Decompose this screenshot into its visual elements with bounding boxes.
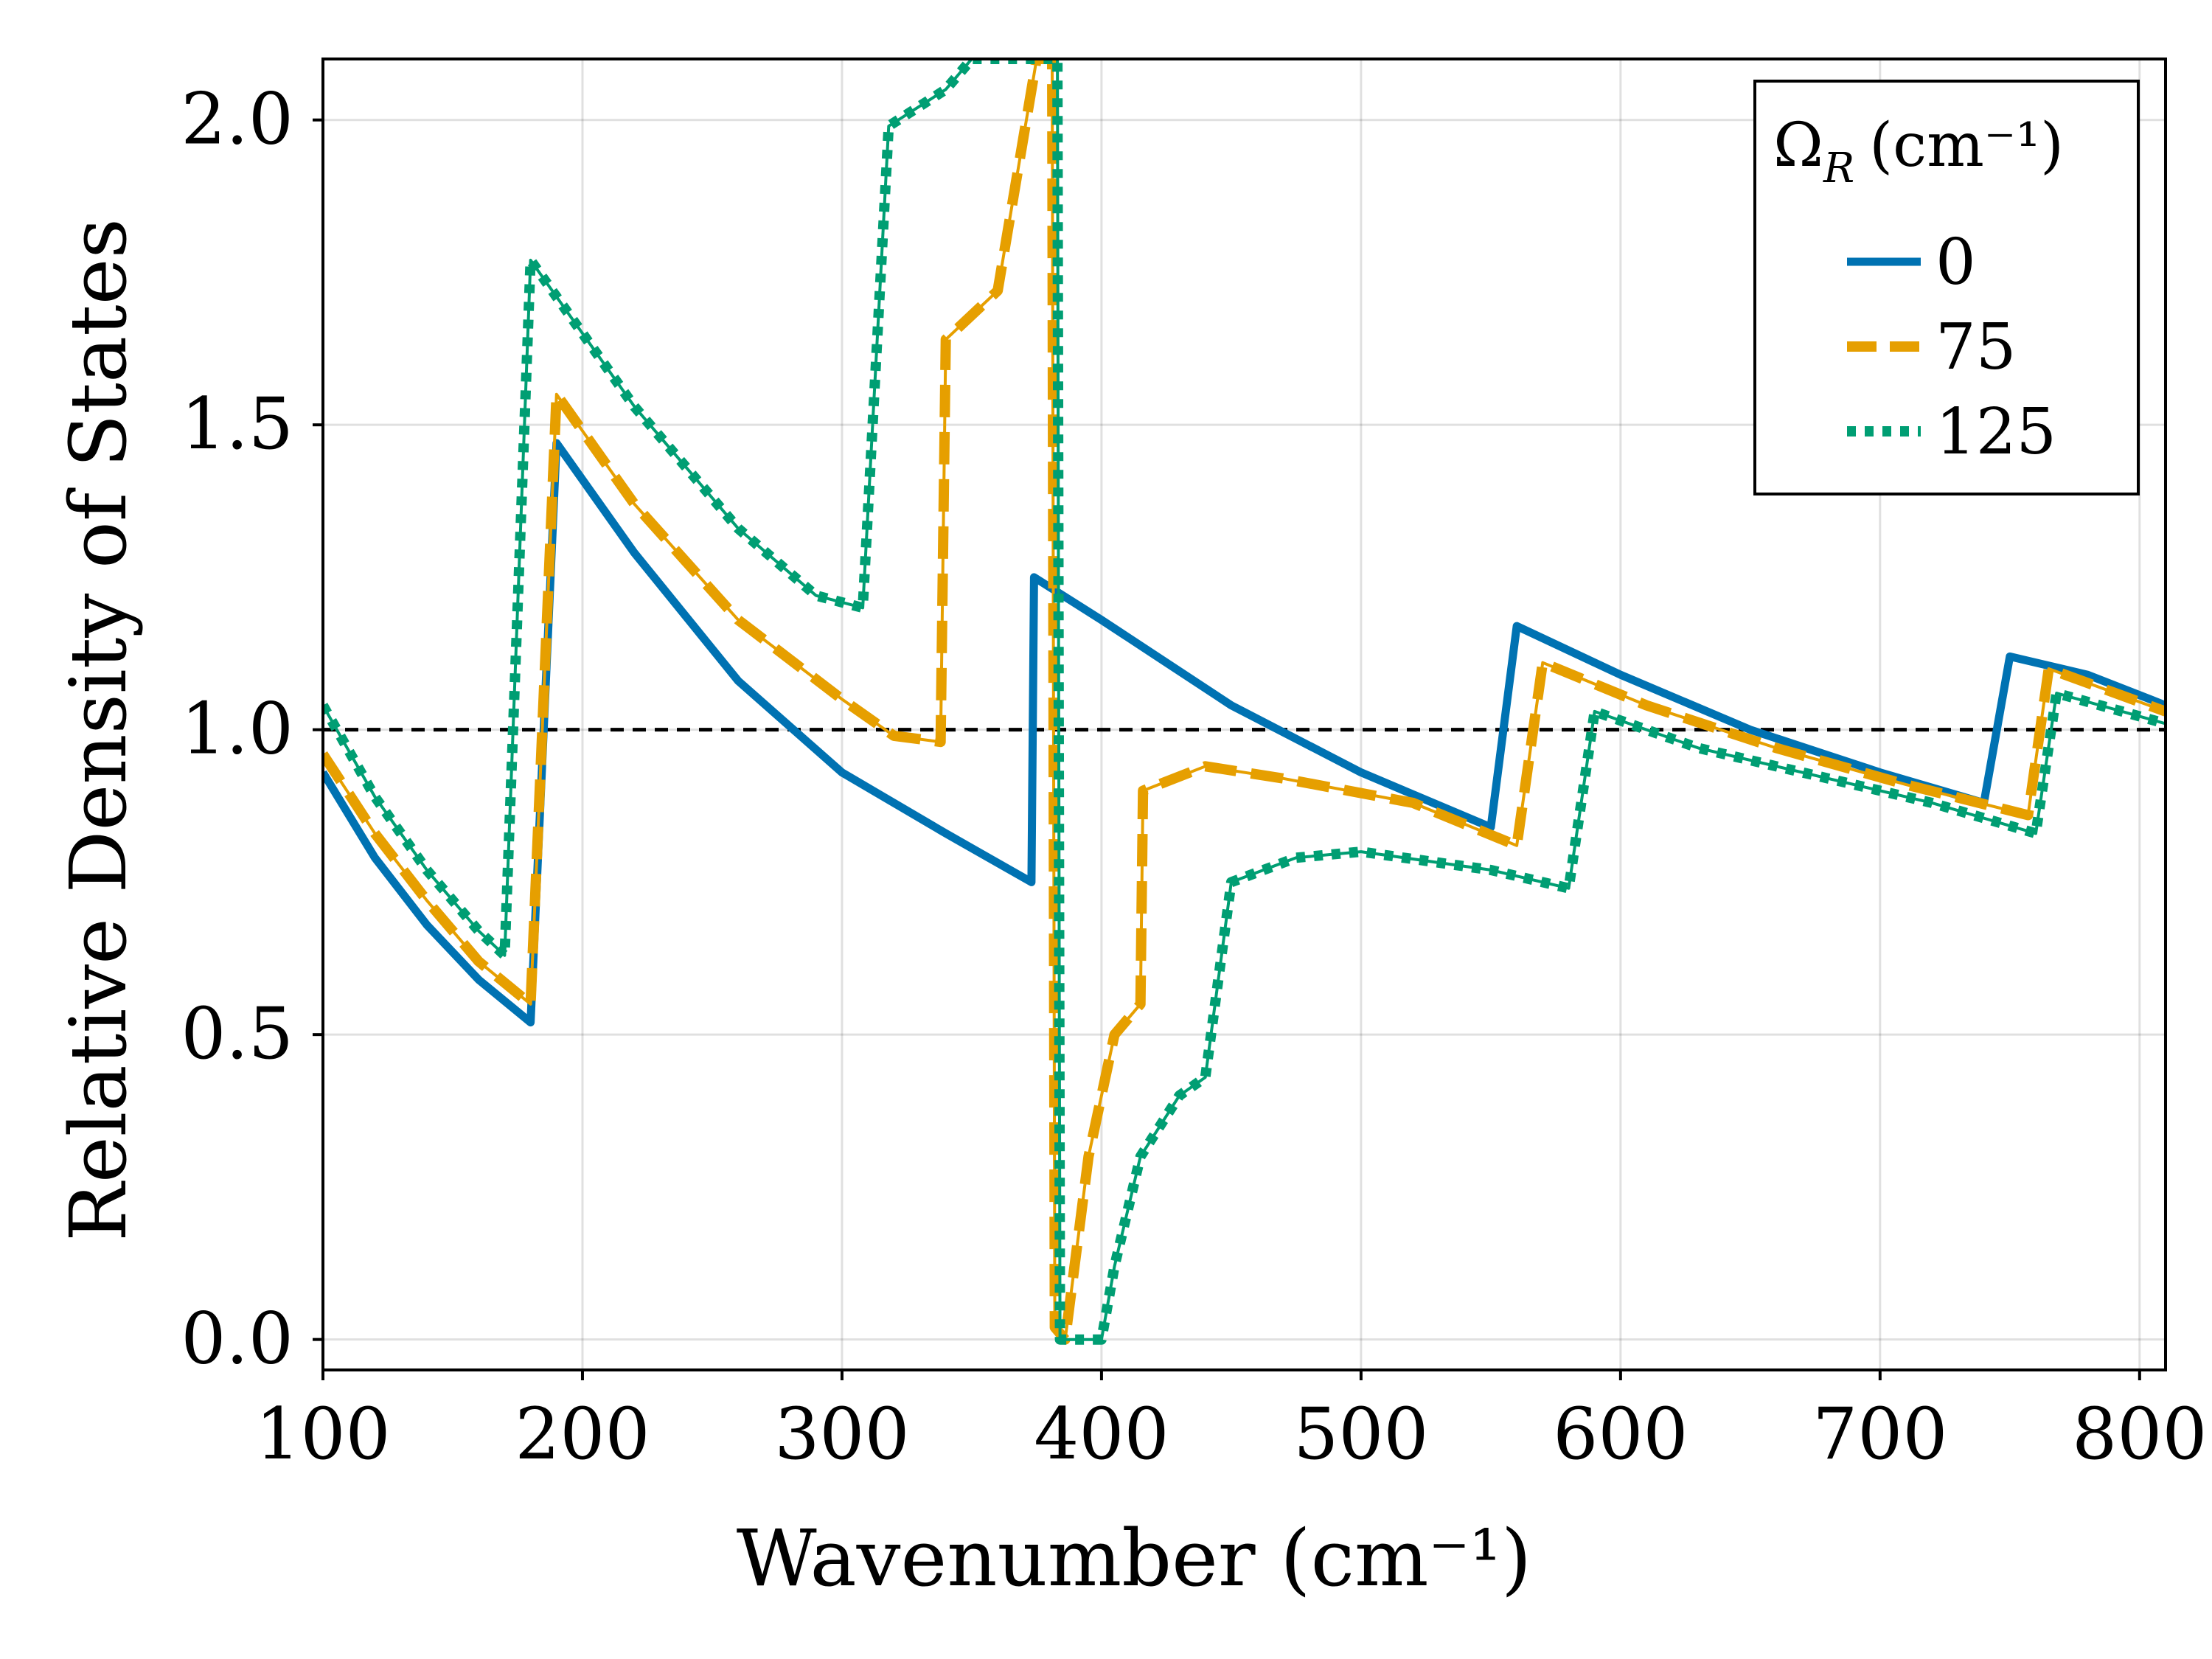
legend-label-0: 0	[1935, 226, 1976, 299]
y-tick-label: 0.0	[181, 1298, 293, 1380]
series-group	[323, 59, 2166, 1345]
x-tick-label: 600	[1553, 1393, 1688, 1475]
y-axis-title: Relative Density of States	[53, 218, 144, 1242]
legend-title: ΩR (cm⁻¹)	[1773, 111, 2064, 192]
x-tick-label: 200	[515, 1393, 650, 1475]
x-tick-label: 300	[774, 1393, 909, 1475]
axis-tick-labels: 100 200 300 400 500 600 700 800 0.0 0.5 1.0 1.5 2.0	[181, 78, 2207, 1475]
legend-label-125: 125	[1935, 395, 2056, 469]
legend-title-unit: (cm⁻¹)	[1869, 111, 2064, 181]
plot-frame	[321, 58, 2167, 1371]
x-tick-label: 800	[2072, 1393, 2207, 1475]
y-tick-label: 0.5	[181, 992, 293, 1075]
x-tick-label: 700	[1812, 1393, 1947, 1475]
y-tick-label: 1.0	[181, 688, 293, 771]
x-tick-label: 100	[255, 1393, 390, 1475]
legend: ΩR (cm⁻¹) 0 75 125	[1753, 80, 2140, 495]
y-tick-label: 1.5	[181, 383, 293, 465]
axis-ticks	[313, 118, 2141, 1380]
series-line-125	[323, 59, 2166, 1345]
legend-title-subscript: R	[1823, 145, 1854, 192]
legend-box	[1753, 80, 2140, 495]
legend-title-symbol: Ω	[1773, 111, 1823, 181]
x-axis-title: Wavenumber (cm⁻¹)	[737, 1513, 1532, 1604]
y-tick-label: 2.0	[181, 78, 293, 161]
x-tick-label: 500	[1293, 1393, 1428, 1475]
legend-label-75: 75	[1935, 310, 2016, 384]
x-tick-label: 400	[1034, 1393, 1169, 1475]
legend-entries: 0 75 125	[1847, 226, 2056, 469]
series-line-0	[323, 439, 2166, 1027]
